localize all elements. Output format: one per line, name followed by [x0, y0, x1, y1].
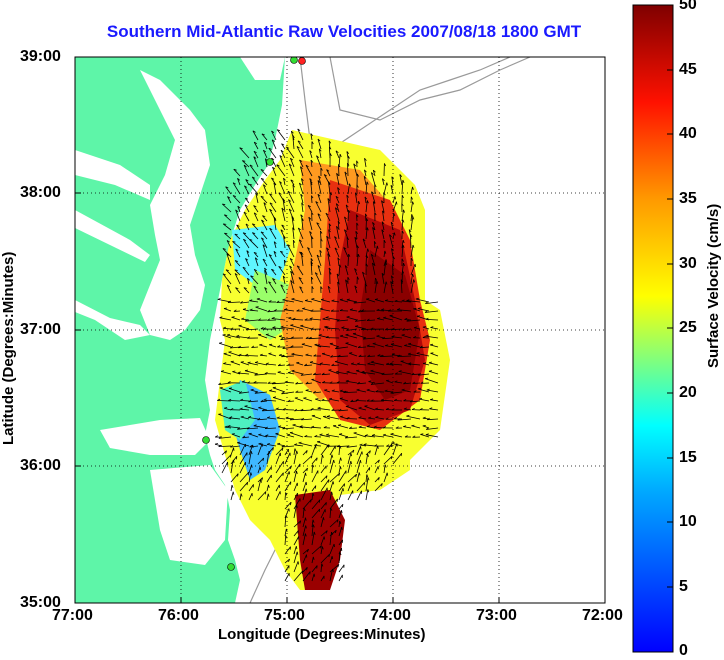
velocity-arrowhead — [343, 488, 344, 491]
velocity-arrowhead — [387, 473, 388, 476]
velocity-arrowhead — [262, 444, 263, 447]
velocity-arrowhead — [324, 390, 327, 391]
colorbar-tick-label: 30 — [679, 255, 697, 273]
velocity-arrowhead — [312, 415, 315, 416]
velocity-arrowhead — [386, 259, 387, 262]
station-marker-red — [299, 58, 306, 65]
velocity-arrowhead — [273, 387, 276, 388]
velocity-arrowhead — [366, 299, 369, 300]
colorbar-tick-label: 50 — [679, 0, 697, 14]
velocity-arrow — [356, 401, 366, 402]
colorbar-tick-label: 15 — [679, 449, 697, 467]
velocity-arrowhead — [229, 388, 232, 389]
velocity-arrowhead — [315, 344, 318, 345]
x-tick-label: 72:00 — [582, 607, 623, 625]
station-marker — [267, 159, 274, 166]
velocity-arrowhead — [298, 531, 299, 534]
velocity-arrowhead — [283, 473, 284, 476]
station-marker — [203, 437, 210, 444]
velocity-arrowhead — [397, 444, 398, 447]
y-axis-label: Latitude (Degrees:Minutes) — [0, 252, 17, 445]
velocity-arrowhead — [425, 378, 428, 379]
velocity-arrow — [405, 320, 412, 321]
velocity-arrowhead — [232, 434, 235, 435]
velocity-arrowhead — [220, 387, 223, 388]
velocity-arrowhead — [231, 361, 234, 362]
x-tick-label: 77:00 — [52, 607, 93, 625]
colorbar-tick-label: 10 — [679, 513, 697, 531]
station-marker — [228, 564, 235, 571]
velocity-arrowhead — [241, 362, 244, 363]
velocity-arrowhead — [276, 433, 279, 434]
velocity-arrowhead — [310, 572, 311, 575]
colorbar-tick-label: 0 — [679, 642, 688, 660]
velocity-arrowhead — [223, 224, 226, 225]
velocity-arrowhead — [315, 399, 318, 400]
velocity-arrowhead — [306, 482, 307, 485]
velocity-arrowhead — [330, 343, 333, 344]
y-tick-label: 38:00 — [20, 184, 61, 202]
velocity-arrowhead — [346, 406, 349, 407]
y-tick-label: 36:00 — [20, 457, 61, 475]
velocity-arrow — [394, 401, 402, 402]
x-tick-label: 76:00 — [158, 607, 199, 625]
colorbar-tick-label: 20 — [679, 384, 697, 402]
y-tick-label: 37:00 — [20, 321, 61, 339]
velocity-arrowhead — [290, 432, 293, 433]
velocity-arrowhead — [356, 370, 359, 371]
velocity-arrowhead — [269, 344, 272, 345]
velocity-arrowhead — [326, 502, 327, 505]
velocity-arrowhead — [303, 398, 306, 399]
colorbar-tick-label: 25 — [679, 319, 697, 337]
x-tick-label: 73:00 — [476, 607, 517, 625]
velocity-arrowhead — [423, 425, 426, 426]
velocity-arrowhead — [260, 467, 261, 470]
velocity-arrow — [348, 163, 349, 176]
velocity-arrowhead — [317, 566, 318, 569]
velocity-arrowhead — [224, 308, 227, 309]
station-marker — [291, 57, 298, 64]
velocity-arrowhead — [415, 264, 416, 267]
velocity-arrowhead — [349, 353, 352, 354]
colorbar-tick-label: 5 — [679, 578, 688, 596]
colorbar-tick-label: 35 — [679, 190, 697, 208]
y-tick-label: 39:00 — [20, 48, 61, 66]
velocity-arrowhead — [386, 380, 389, 381]
colorbar-tick-label: 40 — [679, 125, 697, 143]
velocity-arrow — [245, 356, 258, 357]
velocity-arrowhead — [413, 308, 416, 309]
velocity-arrowhead — [288, 318, 291, 319]
velocity-arrowhead — [256, 307, 259, 308]
velocity-arrowhead — [353, 333, 356, 334]
velocity-arrow — [366, 218, 367, 230]
velocity-arrow — [382, 374, 393, 375]
velocity-arrowhead — [317, 441, 320, 442]
velocity-arrowhead — [266, 334, 269, 335]
velocity-arrow — [347, 419, 357, 420]
velocity-arrowhead — [342, 504, 343, 507]
velocity-arrowhead — [354, 433, 357, 434]
velocity-arrow — [228, 401, 240, 402]
x-axis-label: Longitude (Degrees:Minutes) — [218, 626, 426, 643]
x-tick-label: 75:00 — [264, 607, 305, 625]
velocity-arrowhead — [324, 326, 327, 327]
x-tick-label: 74:00 — [370, 607, 411, 625]
colorbar-tick-label: 45 — [679, 61, 697, 79]
velocity-arrowhead — [229, 352, 232, 353]
velocity-arrowhead — [431, 353, 434, 354]
velocity-arrowhead — [223, 335, 226, 336]
velocity-arrowhead — [390, 315, 393, 316]
velocity-arrowhead — [365, 406, 368, 407]
colorbar-label: Surface Velocity (cm/s) — [705, 204, 722, 368]
